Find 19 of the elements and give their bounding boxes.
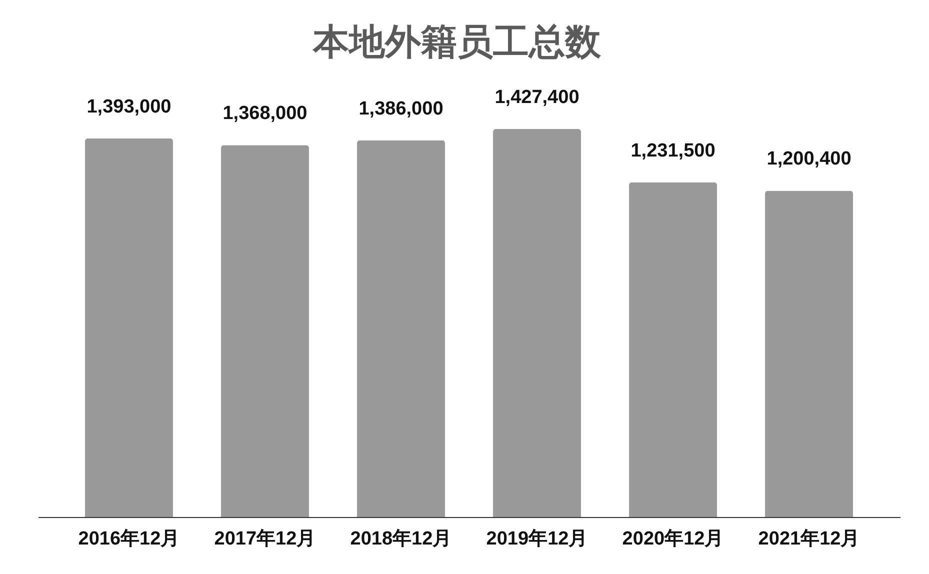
x-tick-label: 2017年12月 bbox=[214, 528, 316, 550]
data-label: 1,368,000 bbox=[222, 103, 308, 124]
data-label: 1,200,400 bbox=[766, 148, 852, 170]
x-tick-label: 2020年12月 bbox=[622, 528, 724, 550]
data-label: 1,427,400 bbox=[494, 87, 580, 108]
x-tick-label: 2019年12月 bbox=[486, 528, 588, 550]
data-label: 1,231,500 bbox=[630, 140, 716, 162]
chart-title: 本地外籍员工总数 bbox=[312, 21, 602, 62]
x-tick-label: 2018年12月 bbox=[350, 528, 452, 550]
x-tick-label: 2016年12月 bbox=[78, 528, 180, 550]
x-tick-label: 2021年12月 bbox=[758, 528, 860, 550]
bar bbox=[84, 138, 173, 517]
bar bbox=[629, 182, 718, 517]
data-label: 1,386,000 bbox=[358, 98, 444, 120]
bar bbox=[220, 145, 309, 517]
bar bbox=[493, 129, 581, 517]
bar bbox=[357, 140, 445, 517]
bar bbox=[765, 190, 854, 517]
data-label: 1,393,000 bbox=[86, 96, 172, 118]
